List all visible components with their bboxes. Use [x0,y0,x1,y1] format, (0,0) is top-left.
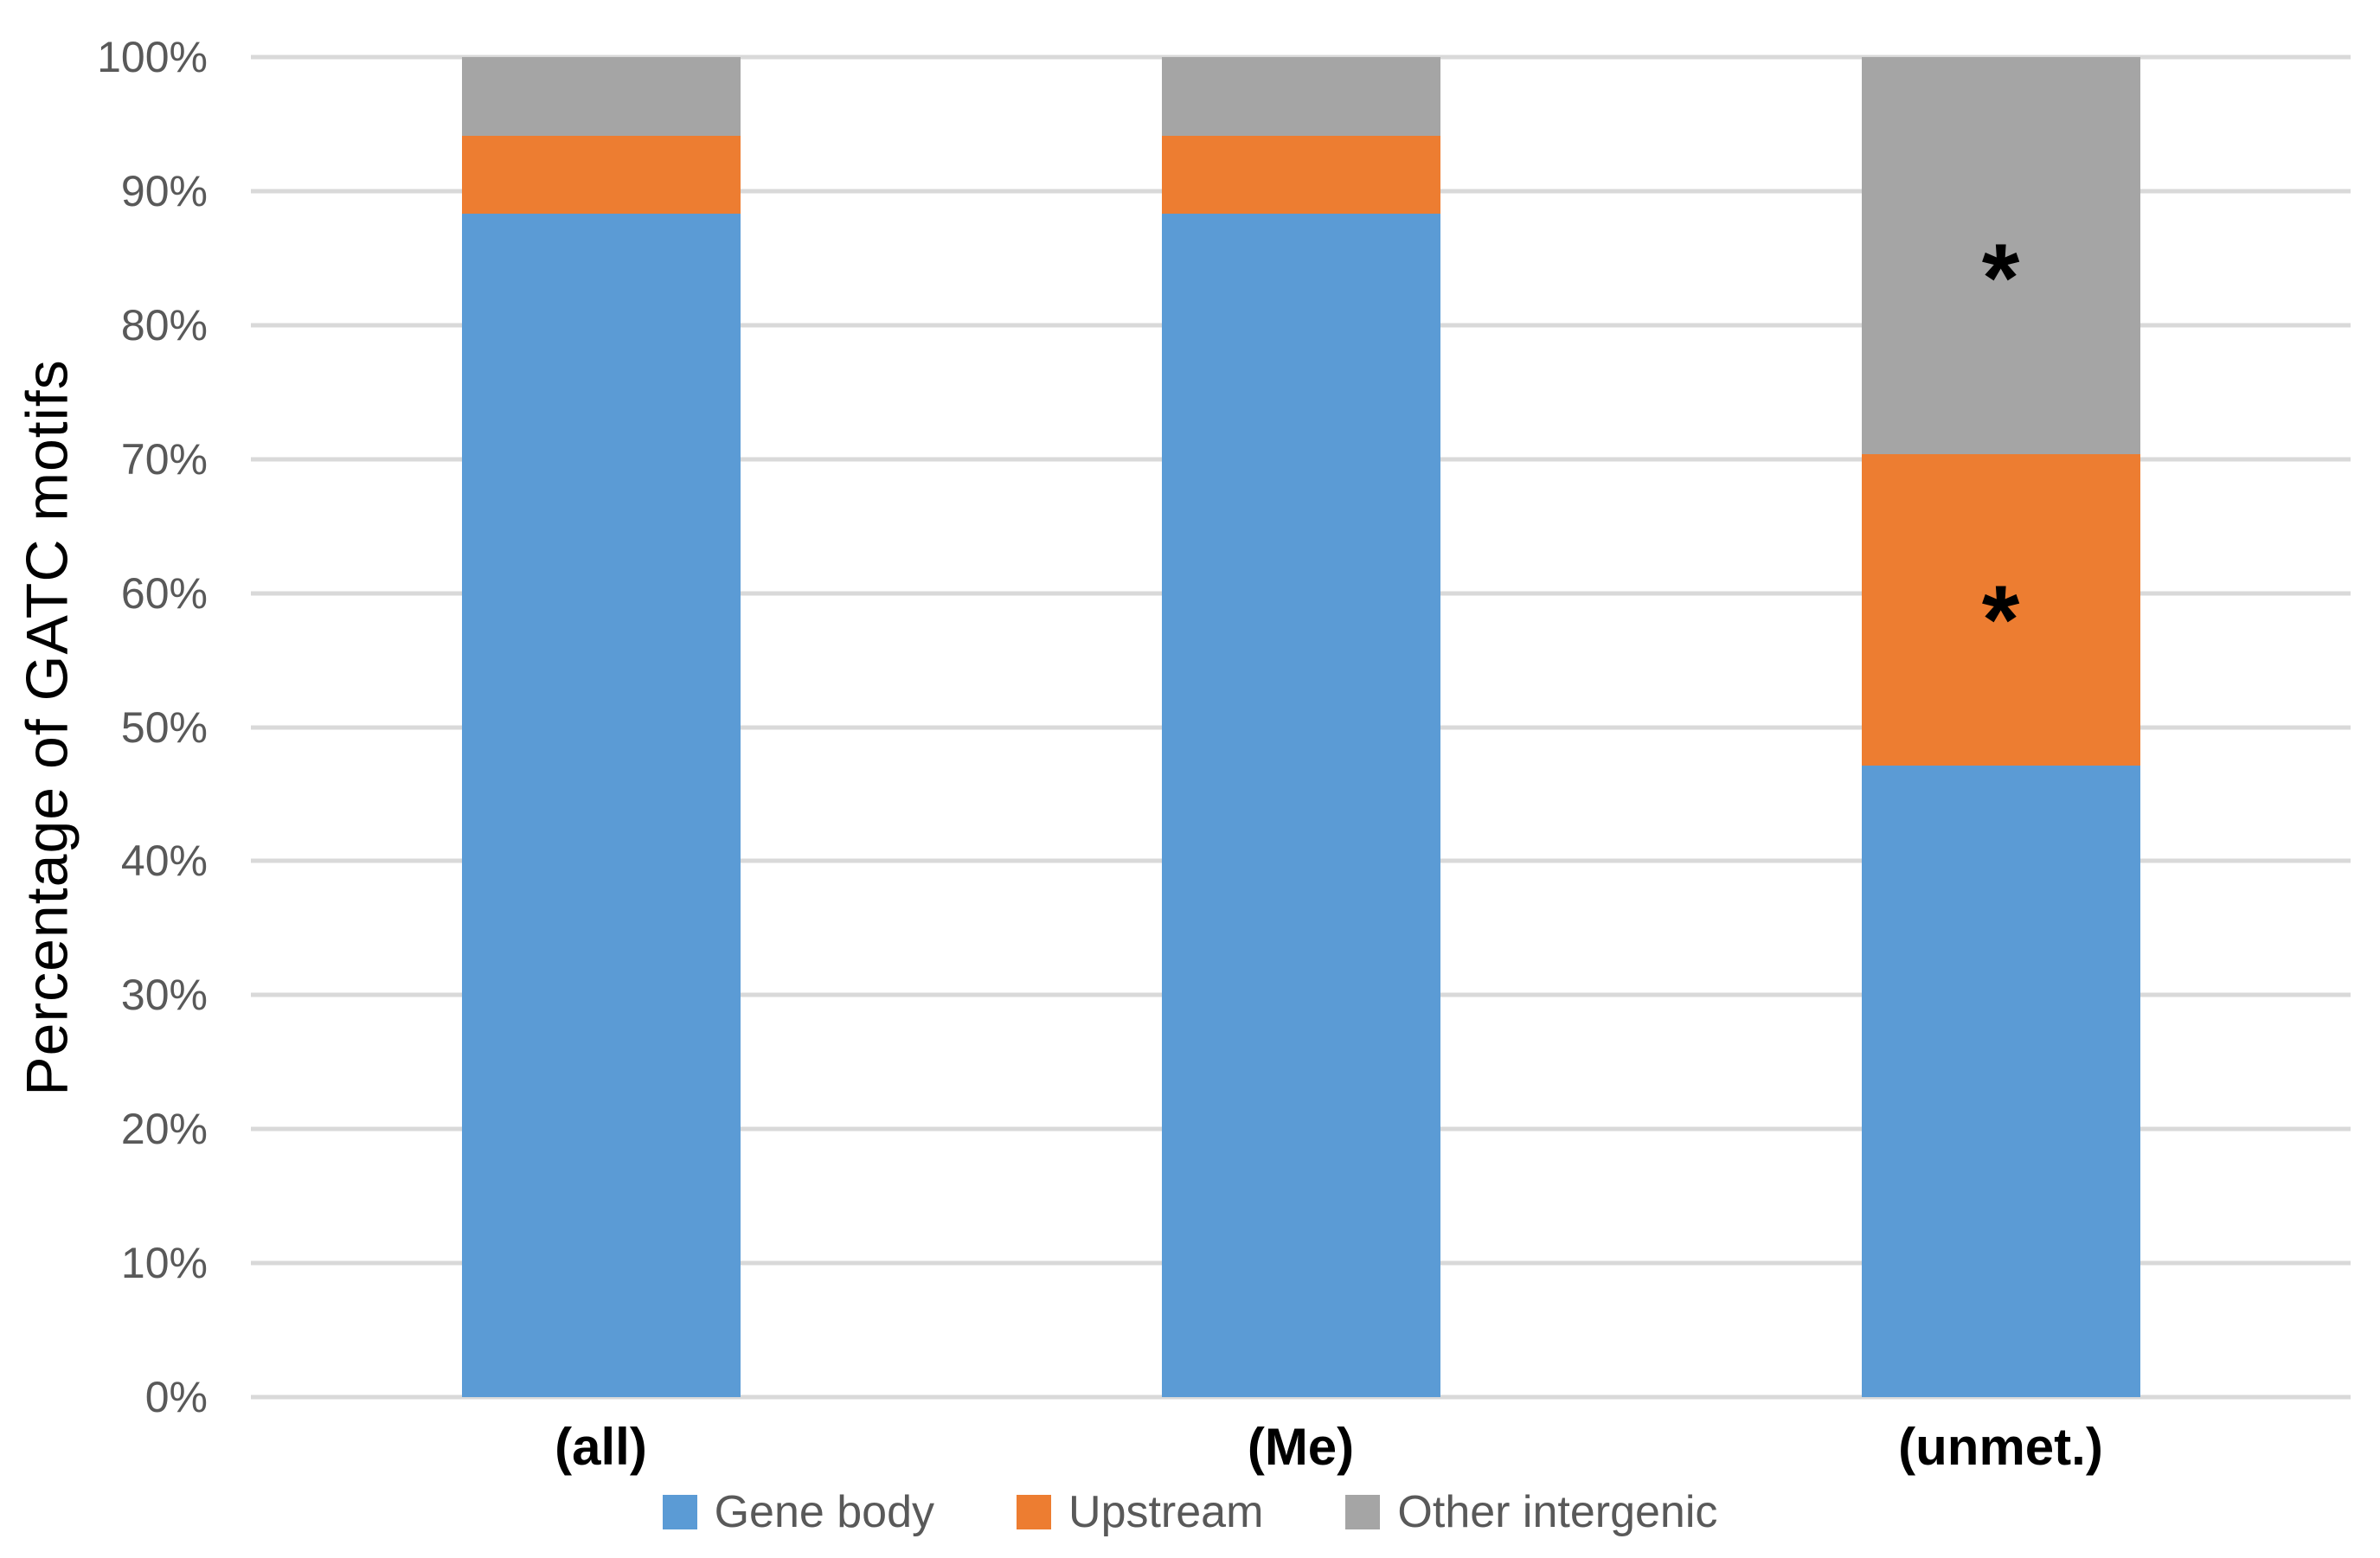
bar-segment-other-intergenic [1861,57,2140,454]
legend-label: Other intergenic [1397,1487,1718,1537]
bar-segment-upstream [1161,136,1440,215]
bar-segment-gene-body [461,214,741,1397]
bar-segment-other-intergenic [1161,57,1440,137]
bars-layer [251,57,2351,1397]
legend-item-other-intergenic: Other intergenic [1345,1486,1717,1538]
y-tick-label: 10% [120,1239,208,1288]
bar-slot [1651,57,2351,1397]
bar-unmet [1861,57,2140,1397]
y-tick-label: 20% [120,1105,208,1154]
x-axis-labels: (all) (Me) (unmet.) [251,1417,2351,1477]
bar-segment-gene-body [1861,766,2140,1397]
bar-Me [1161,57,1440,1397]
bar-segment-upstream [1861,453,2140,766]
legend-label: Upstream [1068,1487,1264,1537]
y-tick-label: 30% [120,971,208,1020]
y-tick-label: 100% [97,33,208,81]
legend-swatch-upstream [1017,1495,1052,1529]
y-tick-label: 70% [120,434,208,484]
gridline [251,54,2351,60]
y-tick-label: 50% [120,702,208,752]
y-tick-label: 40% [120,837,208,886]
x-axis-label: (Me) [1247,1418,1355,1476]
plot-area: ** [251,54,2351,1400]
bar-segment-upstream [461,136,741,215]
legend-swatch-other-intergenic [1345,1495,1381,1529]
legend-item-gene-body: Gene body [662,1486,935,1538]
y-tick-label: 0% [144,1373,208,1421]
bar-all [461,57,741,1397]
y-axis-tick-labels: 0% 10% 20% 30% 40% 50% 60% 70% 80% 90% 100% [0,33,208,1421]
x-axis-label: (unmet.) [1898,1418,2103,1476]
bar-segment-other-intergenic [461,57,741,137]
bar-segment-gene-body [1161,214,1440,1397]
legend-item-upstream: Upstream [1017,1486,1263,1538]
gridline [251,1395,2351,1400]
bar-slot [251,57,951,1397]
y-tick-label: 90% [120,166,208,215]
y-tick-label: 60% [120,568,208,618]
legend-swatch-gene-body [662,1495,697,1529]
y-tick-label: 80% [120,300,208,349]
legend-label: Gene body [714,1487,935,1537]
x-axis-label: (all) [555,1418,647,1476]
bar-slot [951,57,1651,1397]
legend: Gene body Upstream Other intergenic [0,1486,2380,1538]
